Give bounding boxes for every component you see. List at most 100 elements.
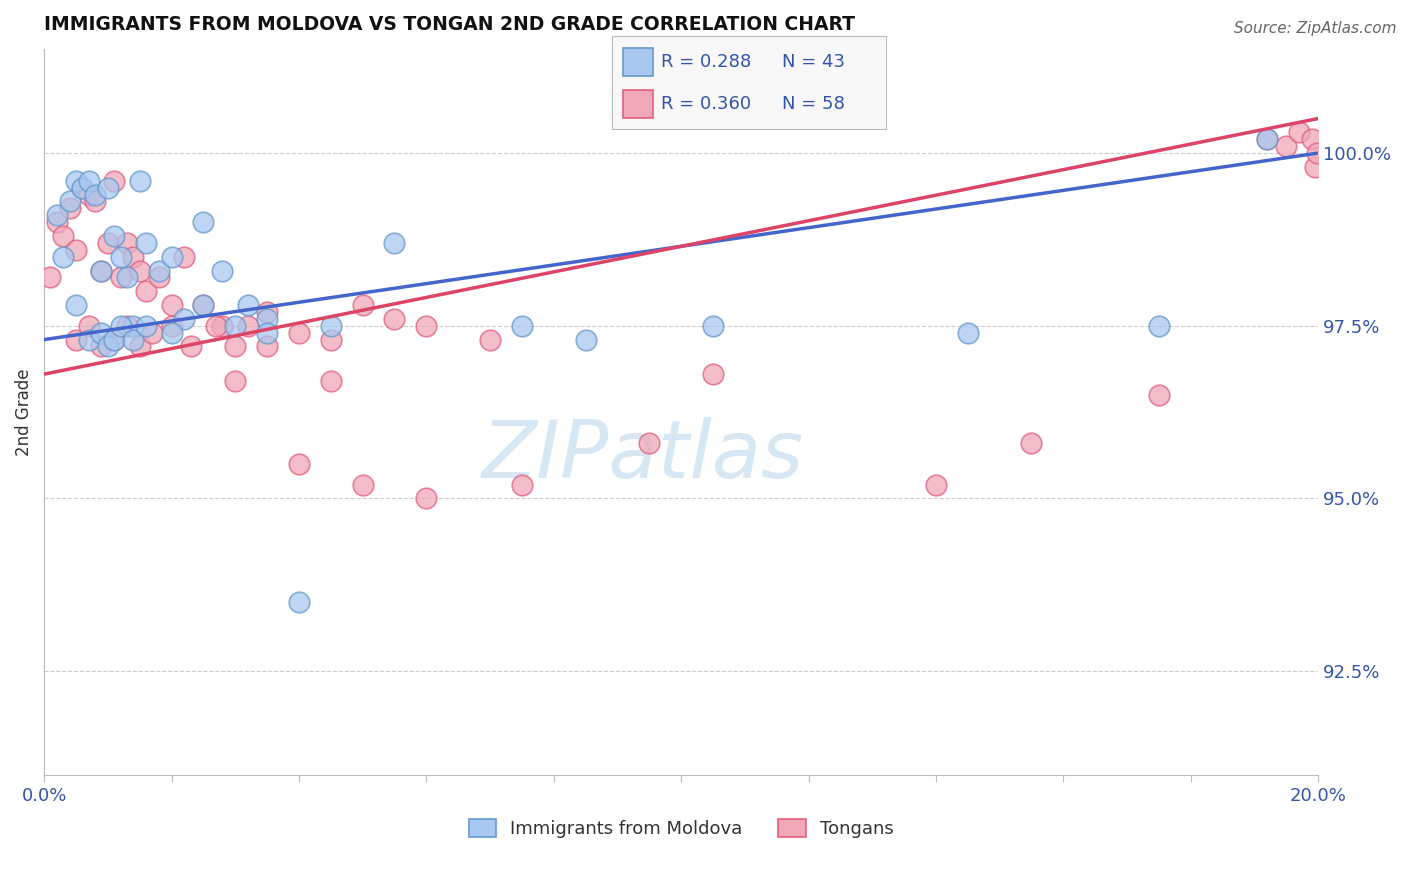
FancyBboxPatch shape <box>623 48 652 76</box>
Point <box>352 298 374 312</box>
Point <box>1147 318 1170 333</box>
Point <box>103 229 125 244</box>
Point <box>97 180 120 194</box>
Point <box>236 298 259 312</box>
Point <box>925 477 948 491</box>
Point <box>956 326 979 340</box>
Point <box>256 305 278 319</box>
Point <box>193 215 215 229</box>
Point <box>510 318 533 333</box>
Point <box>97 339 120 353</box>
Point <box>45 208 67 222</box>
Point <box>1288 125 1310 139</box>
Point <box>103 333 125 347</box>
Point <box>65 243 87 257</box>
Text: R = 0.288: R = 0.288 <box>661 53 751 70</box>
Point <box>193 298 215 312</box>
Point <box>236 318 259 333</box>
Point <box>510 477 533 491</box>
Point <box>103 333 125 347</box>
Point <box>65 298 87 312</box>
Point <box>148 270 170 285</box>
Point <box>211 318 233 333</box>
Text: N = 43: N = 43 <box>782 53 845 70</box>
Point <box>415 318 437 333</box>
Point <box>110 318 132 333</box>
Point <box>288 595 311 609</box>
Point <box>319 318 342 333</box>
Text: N = 58: N = 58 <box>782 95 845 113</box>
Point <box>288 326 311 340</box>
Point <box>211 263 233 277</box>
Point <box>384 311 406 326</box>
Point <box>122 333 145 347</box>
Point <box>256 326 278 340</box>
Point <box>193 298 215 312</box>
Point <box>319 374 342 388</box>
Point <box>288 457 311 471</box>
Point <box>90 263 112 277</box>
Point <box>90 263 112 277</box>
Point <box>77 187 100 202</box>
Point <box>352 477 374 491</box>
Point <box>52 250 75 264</box>
Point <box>224 318 246 333</box>
Point <box>58 202 80 216</box>
Point <box>97 235 120 250</box>
Point <box>205 318 228 333</box>
Point <box>256 311 278 326</box>
Point <box>39 270 62 285</box>
Point <box>122 318 145 333</box>
Point <box>122 250 145 264</box>
Point <box>77 174 100 188</box>
Point <box>72 180 94 194</box>
Point <box>135 284 157 298</box>
Text: IMMIGRANTS FROM MOLDOVA VS TONGAN 2ND GRADE CORRELATION CHART: IMMIGRANTS FROM MOLDOVA VS TONGAN 2ND GR… <box>44 15 855 34</box>
Point <box>224 374 246 388</box>
Point <box>110 250 132 264</box>
FancyBboxPatch shape <box>623 90 652 118</box>
Point <box>173 250 195 264</box>
Point <box>110 270 132 285</box>
Point <box>65 333 87 347</box>
Point <box>128 263 150 277</box>
Point <box>1021 436 1043 450</box>
Point <box>160 318 183 333</box>
Point <box>180 339 202 353</box>
Point <box>90 326 112 340</box>
Point <box>702 367 724 381</box>
Point <box>1256 132 1278 146</box>
Point <box>1303 160 1326 174</box>
Y-axis label: 2nd Grade: 2nd Grade <box>15 368 32 456</box>
Point <box>702 318 724 333</box>
Point <box>160 326 183 340</box>
Point <box>77 318 100 333</box>
Point <box>148 263 170 277</box>
Point <box>415 491 437 506</box>
Point <box>45 215 67 229</box>
Point <box>90 339 112 353</box>
Point <box>638 436 661 450</box>
Point <box>65 174 87 188</box>
Point <box>574 333 596 347</box>
Text: ZIPatlas: ZIPatlas <box>482 417 804 495</box>
Point <box>72 180 94 194</box>
Point <box>384 235 406 250</box>
Text: R = 0.360: R = 0.360 <box>661 95 751 113</box>
Point <box>84 187 107 202</box>
Point <box>1256 132 1278 146</box>
Point <box>77 333 100 347</box>
Point <box>52 229 75 244</box>
Point <box>160 298 183 312</box>
Point <box>256 339 278 353</box>
Point <box>1306 146 1329 161</box>
Point <box>319 333 342 347</box>
Point <box>224 339 246 353</box>
Point <box>128 174 150 188</box>
Point <box>1301 132 1323 146</box>
Point <box>115 318 138 333</box>
Text: Source: ZipAtlas.com: Source: ZipAtlas.com <box>1233 21 1396 36</box>
Point <box>135 235 157 250</box>
Point <box>135 318 157 333</box>
Point <box>1147 388 1170 402</box>
